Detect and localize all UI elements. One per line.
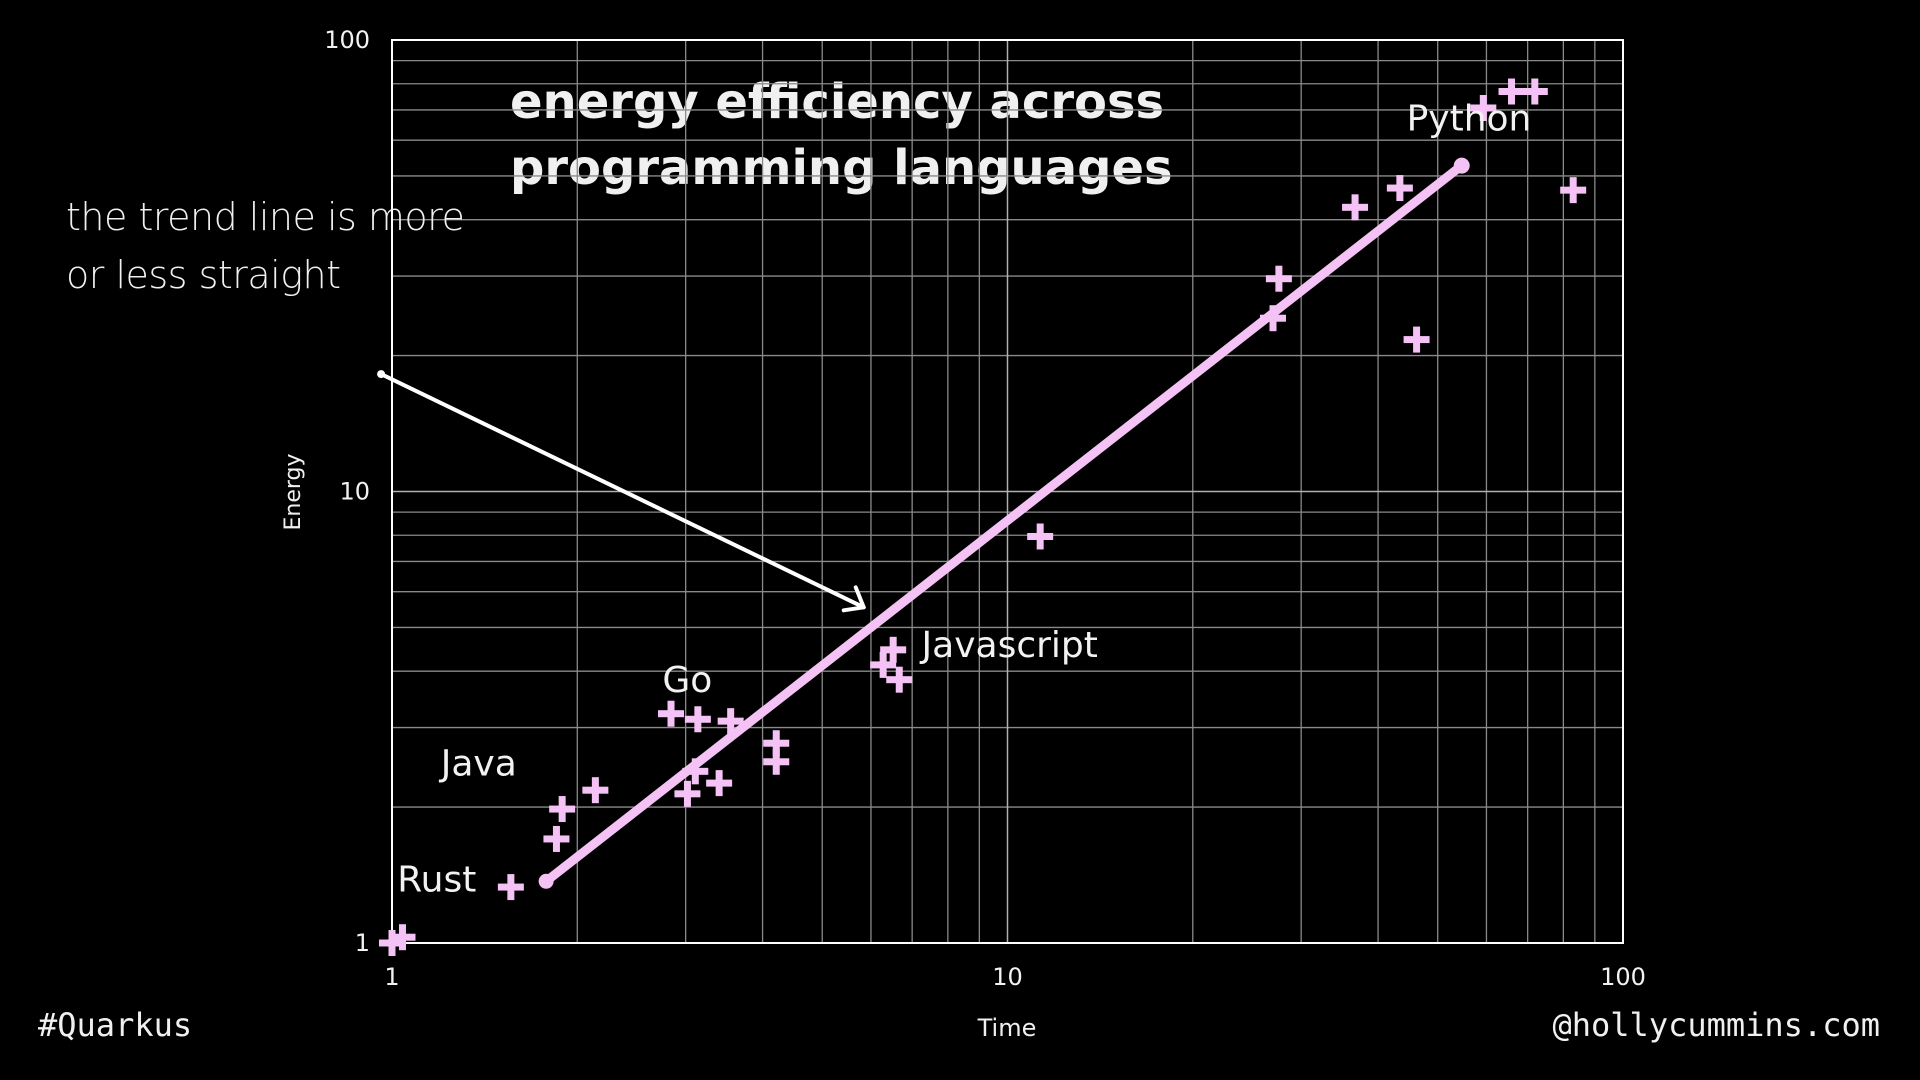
data-point-bar-v bbox=[1396, 175, 1404, 202]
trend-line-start-dot bbox=[538, 873, 554, 889]
data-point bbox=[1260, 305, 1287, 332]
trend-line-group bbox=[538, 157, 1470, 889]
data-point bbox=[674, 780, 701, 807]
data-points bbox=[379, 78, 1587, 956]
label-python: Python bbox=[1407, 99, 1532, 140]
chart-title: energy efficiency across programming lan… bbox=[510, 74, 1173, 196]
hashtag: #Quarkus bbox=[38, 1006, 193, 1044]
y-tick-label: 10 bbox=[339, 478, 370, 506]
data-point bbox=[886, 666, 913, 693]
data-point-bar-v bbox=[694, 706, 702, 733]
data-point bbox=[717, 708, 744, 735]
data-point bbox=[682, 758, 709, 785]
chart-title-line-2: programming languages bbox=[510, 140, 1173, 196]
data-point-bar-v bbox=[398, 924, 406, 951]
data-point bbox=[1470, 94, 1497, 121]
annotation-line-1: the trend line is more bbox=[66, 195, 465, 239]
data-point bbox=[582, 777, 609, 804]
axes bbox=[391, 39, 1624, 944]
data-point-bar-v bbox=[388, 930, 396, 956]
data-point bbox=[549, 796, 576, 823]
data-point bbox=[763, 730, 790, 757]
y-axis-label: Energy bbox=[281, 453, 306, 530]
data-point bbox=[870, 651, 897, 678]
data-point-bar-v bbox=[1413, 326, 1421, 353]
data-point-bar-v bbox=[1036, 523, 1044, 550]
data-point-bar-v bbox=[889, 636, 897, 663]
author-handle: @hollycummins.com bbox=[1552, 1006, 1880, 1044]
data-point bbox=[1027, 523, 1054, 550]
data-point-bar-v bbox=[1269, 305, 1277, 332]
data-point bbox=[389, 924, 416, 951]
data-point bbox=[684, 706, 711, 733]
data-point bbox=[1521, 78, 1548, 105]
data-point-bar-v bbox=[727, 708, 735, 735]
label-javascript: Javascript bbox=[920, 625, 1098, 666]
data-point-bar-v bbox=[558, 796, 566, 823]
data-point bbox=[880, 636, 907, 663]
data-point-bar-v bbox=[507, 874, 515, 901]
data-point bbox=[379, 930, 405, 956]
data-point-bar-v bbox=[552, 825, 560, 852]
arrow-shaft bbox=[379, 372, 866, 610]
annotation-text: the trend line is more or less straight bbox=[66, 188, 465, 304]
data-point-bar-v bbox=[1351, 194, 1359, 221]
label-go: Go bbox=[662, 660, 712, 701]
arrow-head bbox=[841, 585, 866, 613]
chart-title-line-1: energy efficiency across bbox=[510, 74, 1164, 130]
data-point-bar-v bbox=[1275, 265, 1283, 292]
label-rust: Rust bbox=[397, 860, 476, 901]
y-tick-label: 1 bbox=[355, 929, 370, 957]
data-point bbox=[1386, 175, 1413, 202]
grid bbox=[392, 40, 1623, 943]
data-point bbox=[1403, 326, 1430, 353]
x-tick-label: 100 bbox=[1600, 963, 1646, 991]
data-point-bar-v bbox=[1479, 94, 1487, 121]
data-point bbox=[763, 748, 790, 775]
data-point-bar-v bbox=[691, 758, 699, 785]
data-point-bar-v bbox=[1531, 78, 1539, 105]
data-point-bar-v bbox=[667, 700, 675, 727]
annotation-arrow bbox=[377, 370, 866, 613]
trend-line-end-dot bbox=[1453, 157, 1470, 174]
data-point bbox=[1498, 78, 1525, 105]
data-point-bar-v bbox=[772, 730, 780, 757]
x-tick-label: 10 bbox=[992, 963, 1023, 991]
data-point bbox=[658, 700, 685, 727]
data-point-bar-v bbox=[683, 780, 691, 807]
data-point bbox=[1560, 177, 1587, 204]
data-point-bar-v bbox=[895, 666, 903, 693]
data-point-bar-v bbox=[772, 748, 780, 775]
data-point-bar-v bbox=[1508, 78, 1516, 105]
data-point-bar-v bbox=[715, 770, 723, 797]
y-tick-label: 100 bbox=[324, 26, 370, 54]
plot-frame bbox=[391, 39, 1624, 944]
data-point-bar-v bbox=[591, 777, 599, 804]
data-point bbox=[497, 874, 524, 901]
data-point-bar-v bbox=[879, 651, 887, 678]
data-point bbox=[1265, 265, 1292, 292]
label-java: Java bbox=[439, 743, 517, 784]
language-labels: Rust Java Go Javascript Python bbox=[397, 99, 1531, 901]
data-point-bar-v bbox=[1569, 177, 1577, 204]
x-axis-label: Time bbox=[977, 1014, 1037, 1042]
data-point bbox=[706, 770, 733, 797]
annotation-line-2: or less straight bbox=[66, 253, 341, 297]
arrow-tail-dot bbox=[377, 370, 386, 379]
x-tick-label: 1 bbox=[384, 963, 399, 991]
tick-labels: 1 10 100 1 10 100 bbox=[324, 26, 1646, 991]
data-point bbox=[543, 825, 570, 852]
data-point bbox=[1342, 194, 1369, 221]
